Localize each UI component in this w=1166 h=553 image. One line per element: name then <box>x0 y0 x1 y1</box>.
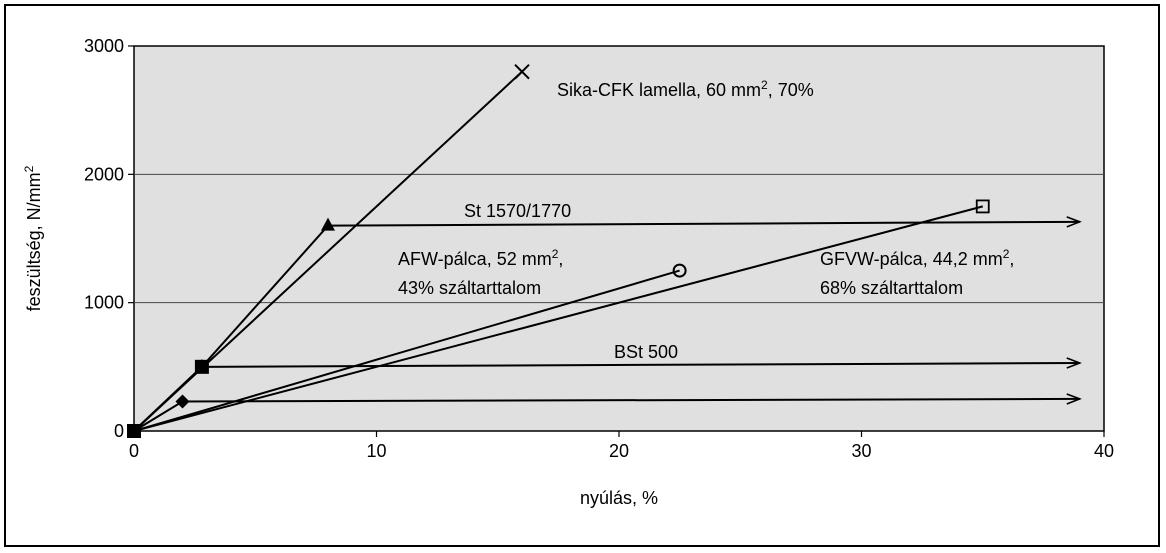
series-line-steel3 <box>133 400 184 432</box>
label-superscript: 2 <box>1003 247 1010 261</box>
y-tick-label: 3000 <box>84 36 124 56</box>
y-axis-label-sup: 2 <box>22 165 36 172</box>
series-markers <box>127 63 990 438</box>
series-label-cfk: Sika-CFK lamella, 60 mm2, 70% <box>557 78 814 100</box>
x-tick-label: 10 <box>366 441 386 461</box>
y-tick-label: 1000 <box>84 293 124 313</box>
series-label-st1570: St 1570/1770 <box>464 201 571 221</box>
series-label-bst500: BSt 500 <box>614 342 678 362</box>
series-arrow-st1570 <box>327 222 1080 226</box>
diamond-marker <box>175 394 190 409</box>
x-tick-label: 0 <box>129 441 139 461</box>
x-tick-label: 30 <box>851 441 871 461</box>
label-superscript: 2 <box>552 247 559 261</box>
label-text: , <box>558 249 563 269</box>
series-lines <box>133 70 1080 432</box>
label-text: , <box>1009 249 1014 269</box>
series-label-afw-line2: 43% száltarttalom <box>398 278 541 298</box>
y-tick-label: 2000 <box>84 164 124 184</box>
series-label-gfvw: GFVW-pálca, 44,2 mm2, <box>820 247 1014 269</box>
x-marker <box>514 63 530 80</box>
series-labels: Sika-CFK lamella, 60 mm2, 70%AFW-pálca, … <box>398 78 1014 362</box>
y-tick-label: 0 <box>114 421 124 441</box>
square-open-marker <box>975 199 990 214</box>
label-text: Sika-CFK lamella, 60 mm <box>557 80 761 100</box>
series-line-bst500 <box>133 366 203 432</box>
tick-labels: 0 1000 2000 3000 0 10 20 30 40 <box>84 36 1114 461</box>
series-arrow-bst500 <box>201 363 1080 367</box>
label-superscript: 2 <box>761 78 768 92</box>
label-text: AFW-pálca, 52 mm <box>398 249 552 269</box>
label-text: BSt 500 <box>614 342 678 362</box>
series-arrow-steel3 <box>182 399 1080 402</box>
label-text: , 70% <box>768 80 814 100</box>
x-axis-label: nyúlás, % <box>580 488 658 508</box>
plot-area <box>133 45 1105 432</box>
square-marker <box>194 359 209 374</box>
label-text: St 1570/1770 <box>464 201 571 221</box>
series-line-afw <box>133 269 680 432</box>
y-axis-label-main: feszültség, N/mm <box>24 172 44 311</box>
series-line-gfvw <box>133 205 984 432</box>
y-axis-label: feszültség, N/mm2 <box>22 165 44 311</box>
triangle-marker <box>321 217 335 231</box>
square-marker <box>127 424 141 438</box>
series-label-gfvw-line2: 68% száltarttalom <box>820 278 963 298</box>
series-label-afw: AFW-pálca, 52 mm2, <box>398 247 563 269</box>
circle-marker <box>672 263 687 278</box>
x-tick-label: 20 <box>609 441 629 461</box>
x-tick-label: 40 <box>1094 441 1114 461</box>
label-text: GFVW-pálca, 44,2 mm <box>820 249 1003 269</box>
